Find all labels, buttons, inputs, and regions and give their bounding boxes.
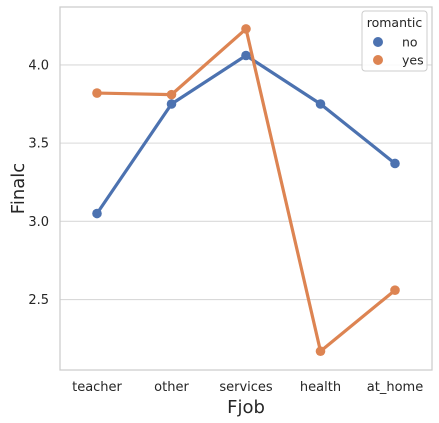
data-point <box>315 99 326 109</box>
data-point <box>241 24 251 34</box>
legend-items: no yes <box>373 35 424 68</box>
data-point <box>166 99 177 109</box>
x-axis-label: Fjob <box>227 397 265 418</box>
series-no <box>92 50 400 219</box>
legend-label: yes <box>402 53 424 68</box>
legend: romantic no yes <box>361 10 428 72</box>
legend-item: no <box>373 35 418 50</box>
grid <box>60 64 432 301</box>
data-point <box>166 89 177 100</box>
data-point <box>241 50 251 61</box>
x-tick-labels: teacher other services health at_home <box>72 380 423 395</box>
data-point <box>390 285 400 296</box>
x-tick-label: health <box>300 380 341 395</box>
series-line <box>95 53 397 216</box>
y-tick-label: 2.5 <box>28 293 49 308</box>
series-line <box>95 27 397 353</box>
legend-item: yes <box>373 53 424 68</box>
plot-frame <box>59 6 433 371</box>
y-tick-label: 3.5 <box>28 137 49 152</box>
y-tick-label: 3.0 <box>28 215 49 230</box>
legend-label: no <box>402 35 418 50</box>
data-point <box>315 346 326 357</box>
x-tick-label: teacher <box>72 380 122 395</box>
series-layer <box>92 24 400 357</box>
series-yes <box>92 24 400 357</box>
x-tick-label: services <box>219 380 273 395</box>
y-tick-label: 4.0 <box>28 58 49 73</box>
legend-marker <box>373 37 383 47</box>
data-point <box>390 158 400 169</box>
data-point <box>92 88 102 98</box>
legend-title: romantic <box>367 15 423 30</box>
x-tick-label: other <box>154 380 189 395</box>
x-tick-label: at_home <box>367 380 423 395</box>
legend-marker <box>373 55 383 65</box>
y-axis-label: Finalc <box>8 163 29 214</box>
data-point <box>92 208 102 219</box>
y-tick-labels: 2.5 3.0 3.5 4.0 <box>28 58 49 308</box>
